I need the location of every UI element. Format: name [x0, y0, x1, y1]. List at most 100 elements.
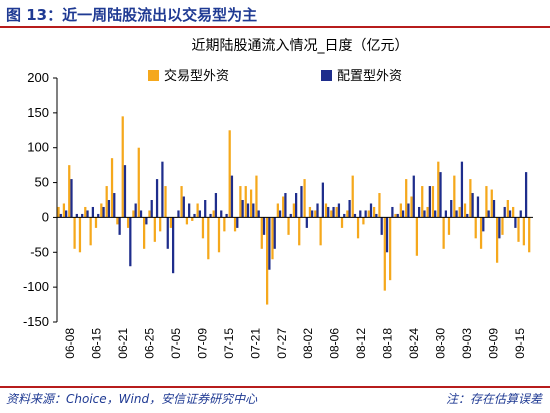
bar-allocation [348, 200, 351, 218]
bar-allocation [65, 210, 68, 218]
bar-allocation [434, 210, 437, 218]
bar-allocation [214, 193, 218, 218]
bar-allocation [519, 210, 522, 218]
x-tick-label: 07-09 [195, 328, 209, 359]
bar-trading [196, 203, 199, 218]
bar-allocation [401, 210, 405, 218]
chart-title: 近期陆股通流入情况_日度（亿元） [192, 38, 409, 54]
bar-trading [249, 189, 253, 218]
bar-trading [389, 217, 392, 281]
bar-allocation [198, 210, 201, 218]
bar-trading [137, 147, 140, 218]
bar-allocation [107, 200, 111, 218]
bar-trading [223, 217, 226, 232]
bar-trading [437, 161, 440, 218]
bar-trading [244, 186, 247, 218]
x-tick-label: 09-09 [486, 328, 500, 359]
bar-allocation [86, 210, 89, 218]
bar-trading [308, 206, 312, 218]
x-tick-label: 08-06 [328, 328, 342, 359]
bar-trading [116, 217, 119, 225]
bar-allocation [343, 213, 346, 218]
bar-trading [512, 206, 515, 218]
bar-allocation [439, 172, 442, 218]
bar-allocation [155, 179, 159, 218]
bar-allocation [444, 210, 447, 218]
bar-trading [415, 217, 419, 256]
bar-trading [303, 179, 306, 218]
bar-trading [260, 217, 263, 249]
bar-trading [191, 217, 194, 221]
bar-allocation [171, 217, 175, 274]
bar-trading [68, 165, 71, 218]
bar-allocation [102, 206, 105, 218]
bar-allocation [300, 186, 303, 218]
bar-allocation [391, 206, 394, 218]
bar-trading [340, 217, 344, 228]
bar-allocation [364, 210, 367, 218]
bar-trading [346, 210, 349, 218]
bar-allocation [134, 203, 137, 218]
bar-allocation [97, 213, 100, 218]
bar-allocation [188, 203, 191, 218]
x-tick-label: 08-30 [433, 328, 447, 359]
bar-trading [78, 217, 82, 253]
bar-allocation [209, 213, 212, 218]
bar-allocation [487, 210, 490, 218]
bar-allocation [123, 165, 127, 218]
bar-trading [351, 175, 354, 218]
bar-allocation [70, 179, 73, 218]
bar-trading [319, 217, 322, 246]
bar-trading [233, 217, 237, 232]
bar-trading [506, 200, 509, 218]
bar-trading [212, 210, 215, 218]
legend-swatch-allocation [321, 70, 332, 81]
bar-allocation [498, 217, 501, 239]
y-tick-label: 200 [27, 70, 49, 85]
bar-allocation [241, 200, 244, 218]
x-tick-label: 08-18 [381, 328, 395, 359]
bar-trading [148, 210, 151, 218]
bar-allocation [407, 203, 410, 218]
bar-allocation [418, 206, 421, 218]
bar-allocation [150, 200, 153, 218]
bar-trading [169, 217, 172, 228]
bar-allocation [75, 213, 78, 218]
bar-trading [378, 193, 381, 218]
bar-allocation [375, 213, 378, 218]
bar-allocation [278, 210, 282, 218]
bar-trading [469, 179, 472, 218]
bar-allocation [311, 210, 314, 218]
bar-allocation [262, 217, 266, 235]
bar-trading [164, 186, 167, 218]
bar-allocation [252, 203, 255, 218]
bar-allocation [369, 203, 373, 218]
bar-trading [442, 217, 445, 249]
bar-allocation [139, 210, 143, 218]
figure-title: 图 13：近一周陆股流出以交易型为主 [6, 6, 258, 24]
bar-trading [143, 217, 146, 249]
bar-trading [394, 213, 397, 218]
bar-allocation [81, 213, 84, 218]
bar-trading [405, 179, 408, 218]
bar-trading [121, 116, 124, 218]
x-tick-label: 07-15 [222, 328, 236, 359]
bar-trading [276, 203, 279, 218]
x-tick-label: 06-25 [143, 328, 157, 359]
bar-allocation [230, 175, 234, 218]
x-tick-label: 08-24 [407, 328, 421, 359]
bar-allocation [471, 193, 474, 218]
bar-allocation [337, 203, 341, 218]
bar-allocation [492, 200, 496, 218]
bar-allocation [508, 210, 512, 218]
x-tick-label: 06-15 [90, 328, 104, 359]
x-tick-label: 06-21 [116, 328, 130, 359]
bar-trading [73, 217, 76, 249]
legend: 交易型外资 配置型外资 [148, 68, 402, 84]
bar-allocation [321, 182, 324, 218]
bar-allocation [327, 206, 330, 218]
bar-trading [266, 217, 269, 305]
bottom-divider [0, 386, 550, 388]
bar-allocation [113, 193, 116, 218]
bar-trading [239, 186, 242, 218]
